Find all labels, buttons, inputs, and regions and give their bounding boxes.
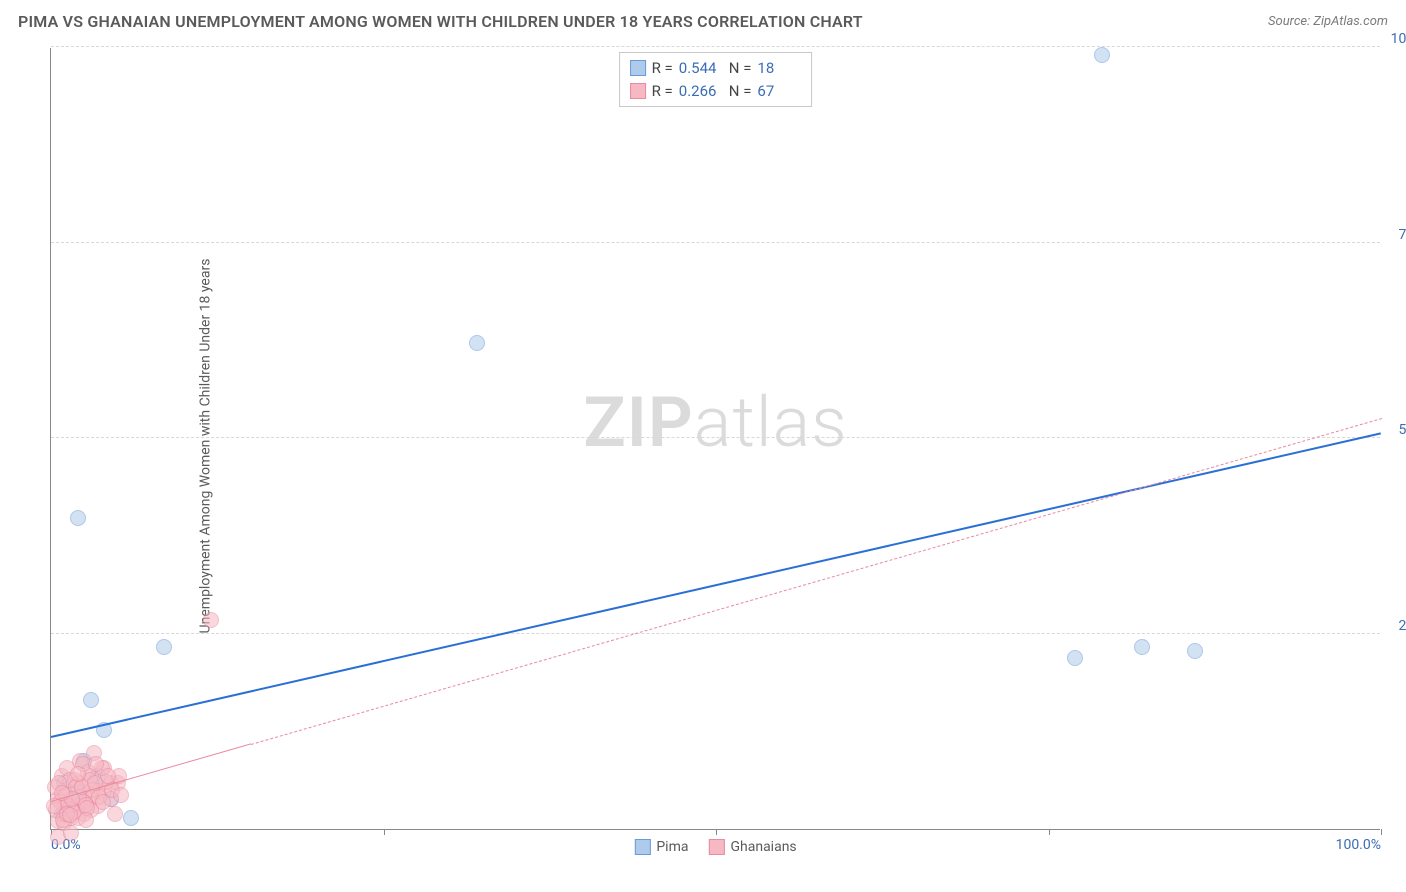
stat-n-label: N = bbox=[729, 80, 752, 103]
data-point bbox=[62, 807, 78, 823]
stat-n-value: 18 bbox=[757, 57, 801, 80]
legend-item: Ghanaians bbox=[708, 839, 796, 855]
data-point bbox=[1067, 650, 1083, 666]
gridline bbox=[51, 46, 1380, 47]
legend-swatch bbox=[708, 839, 724, 855]
legend-label: Ghanaians bbox=[730, 839, 796, 855]
data-point bbox=[469, 335, 485, 351]
data-point bbox=[100, 768, 116, 784]
stats-row: R = 0.544 N =18 bbox=[630, 57, 802, 80]
x-tick bbox=[1381, 829, 1382, 835]
stats-row: R = 0.266 N =67 bbox=[630, 80, 802, 103]
data-point bbox=[88, 756, 104, 772]
legend-item: Pima bbox=[634, 839, 688, 855]
gridline bbox=[51, 437, 1380, 438]
data-point bbox=[123, 810, 139, 826]
data-point bbox=[107, 806, 123, 822]
plot-area: ZIPatlas R =0.544N =18R =0.266N =67 Pima… bbox=[50, 48, 1380, 830]
chart-title: PIMA VS GHANAIAN UNEMPLOYMENT AMONG WOME… bbox=[18, 12, 863, 31]
data-point bbox=[156, 639, 172, 655]
data-point bbox=[1134, 639, 1150, 655]
stat-r-label: R = bbox=[652, 80, 673, 103]
data-point bbox=[1187, 643, 1203, 659]
gridline bbox=[51, 633, 1380, 634]
x-tick bbox=[716, 829, 717, 835]
legend-label: Pima bbox=[656, 839, 688, 855]
legend-swatch bbox=[634, 839, 650, 855]
data-point bbox=[1094, 47, 1110, 63]
data-point bbox=[203, 612, 219, 628]
trend-line bbox=[250, 418, 1381, 745]
data-point bbox=[70, 510, 86, 526]
stat-n-label: N = bbox=[729, 57, 752, 80]
trend-line bbox=[51, 432, 1381, 738]
data-point bbox=[113, 787, 129, 803]
stats-box: R = 0.544 N =18 R = 0.266 N =67 bbox=[619, 52, 813, 107]
stat-r-value: 0.544 bbox=[679, 57, 723, 80]
legend-swatch bbox=[630, 60, 646, 76]
legend-swatch bbox=[630, 83, 646, 99]
data-point bbox=[70, 766, 86, 782]
y-tick-label: 50.0% bbox=[1398, 422, 1406, 438]
y-tick-label: 100.0% bbox=[1391, 31, 1406, 47]
source-label: Source: ZipAtlas.com bbox=[1268, 14, 1388, 29]
stat-n-value: 67 bbox=[757, 80, 801, 103]
data-point bbox=[83, 692, 99, 708]
x-tick bbox=[1049, 829, 1050, 835]
x-tick-label: 100.0% bbox=[1336, 837, 1381, 853]
stat-r-label: R = bbox=[652, 57, 673, 80]
stat-r-value: 0.266 bbox=[679, 80, 723, 103]
series-legend: Pima Ghanaians bbox=[634, 839, 796, 855]
y-tick-label: 25.0% bbox=[1398, 618, 1406, 634]
gridline bbox=[51, 242, 1380, 243]
y-tick-label: 75.0% bbox=[1398, 227, 1406, 243]
watermark: ZIPatlas bbox=[583, 382, 847, 464]
data-point bbox=[78, 812, 94, 828]
x-tick bbox=[384, 829, 385, 835]
